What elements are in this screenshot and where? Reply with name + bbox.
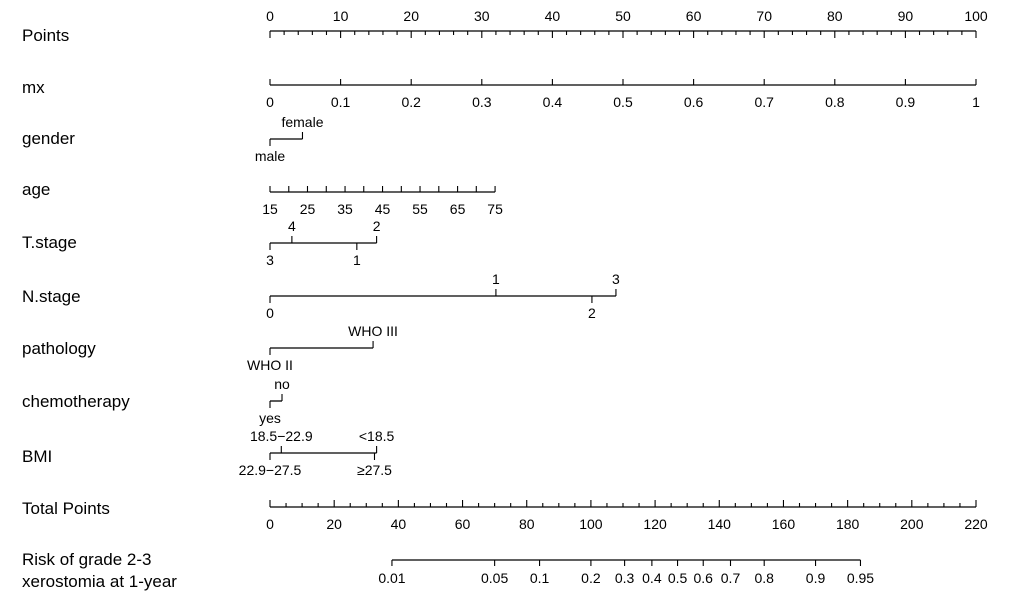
nstage-tick-label: 3	[612, 271, 620, 287]
total-points-tick-label: 20	[326, 516, 342, 532]
points-tick-label: 10	[333, 8, 349, 24]
row-label-gender: gender	[22, 129, 75, 148]
nstage-tick-label: 1	[492, 271, 500, 287]
chemotherapy-tick-label: no	[274, 376, 290, 392]
mx-tick-label: 1	[972, 94, 980, 110]
bmi-tick-label: 18.5−22.9	[250, 428, 313, 444]
bmi-tick-label: ≥27.5	[357, 462, 392, 478]
pathology-tick-label: WHO III	[348, 323, 398, 339]
risk-tick-label: 0.8	[754, 570, 774, 586]
row-label-age: age	[22, 180, 50, 199]
total-points-tick-label: 180	[836, 516, 860, 532]
pathology-tick-label: WHO II	[247, 357, 293, 373]
nstage-tick-label: 0	[266, 305, 274, 321]
age-tick-label: 55	[412, 201, 428, 217]
age-tick-label: 35	[337, 201, 353, 217]
mx-tick-label: 0.1	[331, 94, 351, 110]
mx-tick-label: 0.8	[825, 94, 845, 110]
tstage-tick-label: 1	[353, 252, 361, 268]
bmi-tick-label: 22.9−27.5	[239, 462, 302, 478]
points-tick-label: 80	[827, 8, 843, 24]
risk-tick-label: 0.9	[806, 570, 826, 586]
mx-tick-label: 0.9	[896, 94, 916, 110]
mx-tick-label: 0.7	[754, 94, 774, 110]
risk-tick-label: 0.7	[721, 570, 741, 586]
row-label-nstage: N.stage	[22, 287, 81, 306]
mx-tick-label: 0.2	[401, 94, 421, 110]
points-tick-label: 70	[756, 8, 772, 24]
age-tick-label: 15	[262, 201, 278, 217]
age-tick-label: 25	[300, 201, 316, 217]
points-tick-label: 40	[545, 8, 561, 24]
risk-tick-label: 0.2	[581, 570, 601, 586]
row-label-chemotherapy: chemotherapy	[22, 392, 130, 411]
total-points-tick-label: 40	[391, 516, 407, 532]
points-tick-label: 50	[615, 8, 631, 24]
mx-tick-label: 0.4	[543, 94, 563, 110]
row-label-total-points: Total Points	[22, 499, 110, 518]
row-label-tstage: T.stage	[22, 233, 77, 252]
tstage-tick-label: 3	[266, 252, 274, 268]
points-tick-label: 30	[474, 8, 490, 24]
nstage-tick-label: 2	[588, 305, 596, 321]
total-points-tick-label: 140	[708, 516, 732, 532]
points-tick-label: 60	[686, 8, 702, 24]
risk-tick-label: 0.3	[615, 570, 635, 586]
row-label-risk-line1: Risk of grade 2-3	[22, 550, 151, 569]
risk-tick-label: 0.1	[530, 570, 550, 586]
risk-tick-label: 0.01	[378, 570, 405, 586]
chemotherapy-tick-label: yes	[259, 410, 281, 426]
mx-tick-label: 0.5	[613, 94, 633, 110]
age-tick-label: 65	[450, 201, 466, 217]
risk-tick-label: 0.5	[668, 570, 688, 586]
total-points-tick-label: 80	[519, 516, 535, 532]
mx-tick-label: 0.6	[684, 94, 704, 110]
tstage-tick-label: 4	[288, 218, 296, 234]
total-points-tick-label: 0	[266, 516, 274, 532]
tstage-tick-label: 2	[373, 218, 381, 234]
total-points-tick-label: 220	[964, 516, 988, 532]
row-label-points: Points	[22, 26, 69, 45]
gender-tick-label: male	[255, 148, 286, 164]
bmi-tick-label: <18.5	[359, 428, 395, 444]
mx-tick-label: 0	[266, 94, 274, 110]
row-labels: Points mx gender age T.stage N.stage pat…	[22, 26, 177, 591]
row-label-risk-line2: xerostomia at 1-year	[22, 572, 177, 591]
mx-tick-label: 0.3	[472, 94, 492, 110]
row-label-bmi: BMI	[22, 447, 52, 466]
points-tick-label: 100	[964, 8, 988, 24]
points-tick-label: 20	[403, 8, 419, 24]
row-label-pathology: pathology	[22, 339, 96, 358]
gender-tick-label: female	[281, 114, 323, 130]
points-tick-label: 90	[898, 8, 914, 24]
risk-tick-label: 0.95	[847, 570, 874, 586]
row-label-mx: mx	[22, 78, 45, 97]
risk-tick-label: 0.4	[642, 570, 662, 586]
risk-tick-label: 0.05	[481, 570, 508, 586]
total-points-tick-label: 60	[455, 516, 471, 532]
total-points-tick-label: 160	[772, 516, 796, 532]
age-tick-label: 75	[487, 201, 503, 217]
points-tick-label: 0	[266, 8, 274, 24]
total-points-tick-label: 100	[579, 516, 603, 532]
risk-tick-label: 0.6	[693, 570, 713, 586]
total-points-tick-label: 200	[900, 516, 924, 532]
total-points-tick-label: 120	[643, 516, 667, 532]
age-tick-label: 45	[375, 201, 391, 217]
